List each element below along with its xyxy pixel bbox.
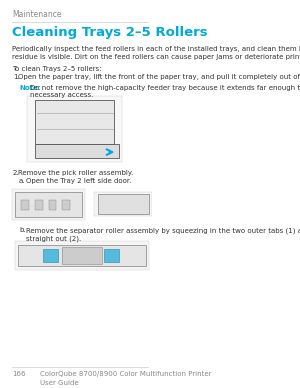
Bar [62, 200, 70, 210]
FancyBboxPatch shape [27, 96, 122, 162]
Text: Open the paper tray, lift the front of the paper tray, and pull it completely ou: Open the paper tray, lift the front of t… [18, 74, 300, 80]
Text: Remove the pick roller assembly.: Remove the pick roller assembly. [18, 170, 134, 175]
Bar [43, 249, 58, 262]
FancyBboxPatch shape [12, 189, 85, 220]
Polygon shape [35, 100, 114, 144]
Text: 2.: 2. [13, 170, 20, 175]
Text: User Guide: User Guide [40, 380, 78, 386]
Text: ColorQube 8700/8900 Color Multifunction Printer: ColorQube 8700/8900 Color Multifunction … [40, 371, 211, 377]
Text: 1.: 1. [13, 74, 20, 80]
Text: Do not remove the high-capacity feeder tray because it extends far enough to pro: Do not remove the high-capacity feeder t… [30, 85, 300, 99]
Bar [15, 192, 82, 217]
Text: Remove the separator roller assembly by squeezing in the two outer tabs (1) and : Remove the separator roller assembly by … [26, 227, 300, 242]
Text: 166: 166 [12, 371, 26, 377]
Text: Maintenance: Maintenance [12, 10, 62, 19]
FancyBboxPatch shape [15, 241, 149, 270]
Bar [62, 247, 102, 264]
Text: a.: a. [19, 178, 26, 184]
Bar [103, 249, 119, 262]
Bar [21, 200, 29, 210]
Text: Periodically inspect the feed rollers in each of the installed trays, and clean : Periodically inspect the feed rollers in… [12, 46, 300, 60]
Bar [49, 200, 56, 210]
FancyBboxPatch shape [94, 192, 152, 216]
Text: b.: b. [19, 227, 26, 233]
Bar [18, 245, 146, 266]
Text: Note:: Note: [20, 85, 41, 91]
Text: Cleaning Trays 2–5 Rollers: Cleaning Trays 2–5 Rollers [12, 26, 208, 39]
Bar [35, 200, 43, 210]
Text: Open the Tray 2 left side door.: Open the Tray 2 left side door. [26, 178, 131, 184]
Polygon shape [35, 144, 119, 158]
Bar [98, 194, 149, 214]
Text: To clean Trays 2–5 rollers:: To clean Trays 2–5 rollers: [12, 66, 102, 71]
